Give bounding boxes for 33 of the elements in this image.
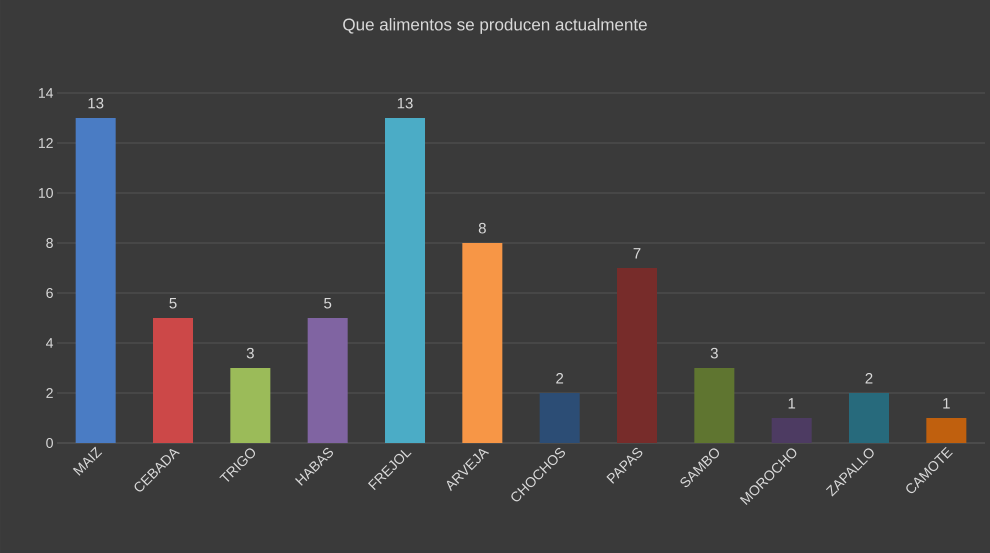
bar	[462, 242, 502, 443]
data-label: 2	[556, 372, 564, 384]
data-label: 13	[398, 98, 413, 108]
y-tick-label: 12	[38, 138, 53, 148]
data-label: 5	[169, 298, 177, 308]
data-label: 1	[788, 398, 796, 408]
bar	[926, 418, 966, 443]
data-label: 13	[88, 98, 104, 108]
bar	[617, 268, 658, 443]
y-tick-label: 0	[46, 438, 53, 448]
data-label: 5	[324, 298, 332, 308]
data-label: 3	[710, 348, 718, 358]
bar	[230, 368, 270, 443]
bar	[849, 392, 889, 443]
data-label: 7	[634, 248, 640, 258]
bar	[694, 368, 734, 443]
y-tick-label: 8	[46, 238, 53, 248]
y-tick-label: 14	[38, 88, 54, 98]
bar	[772, 418, 812, 443]
bar	[76, 118, 116, 443]
y-tick-label: 4	[46, 338, 54, 348]
bar	[153, 318, 194, 443]
y-tick-label: 10	[38, 188, 53, 198]
data-label: 2	[866, 372, 872, 384]
bar	[308, 318, 348, 443]
chart-title: Que alimentos se producen actualmente	[343, 18, 647, 34]
y-tick-label: 6	[46, 288, 53, 298]
data-label: 8	[478, 222, 486, 234]
bar	[385, 118, 426, 443]
y-tick-label: 2	[46, 388, 53, 398]
bar	[540, 392, 580, 443]
data-label: 1	[943, 398, 950, 408]
data-label: 3	[246, 348, 254, 358]
